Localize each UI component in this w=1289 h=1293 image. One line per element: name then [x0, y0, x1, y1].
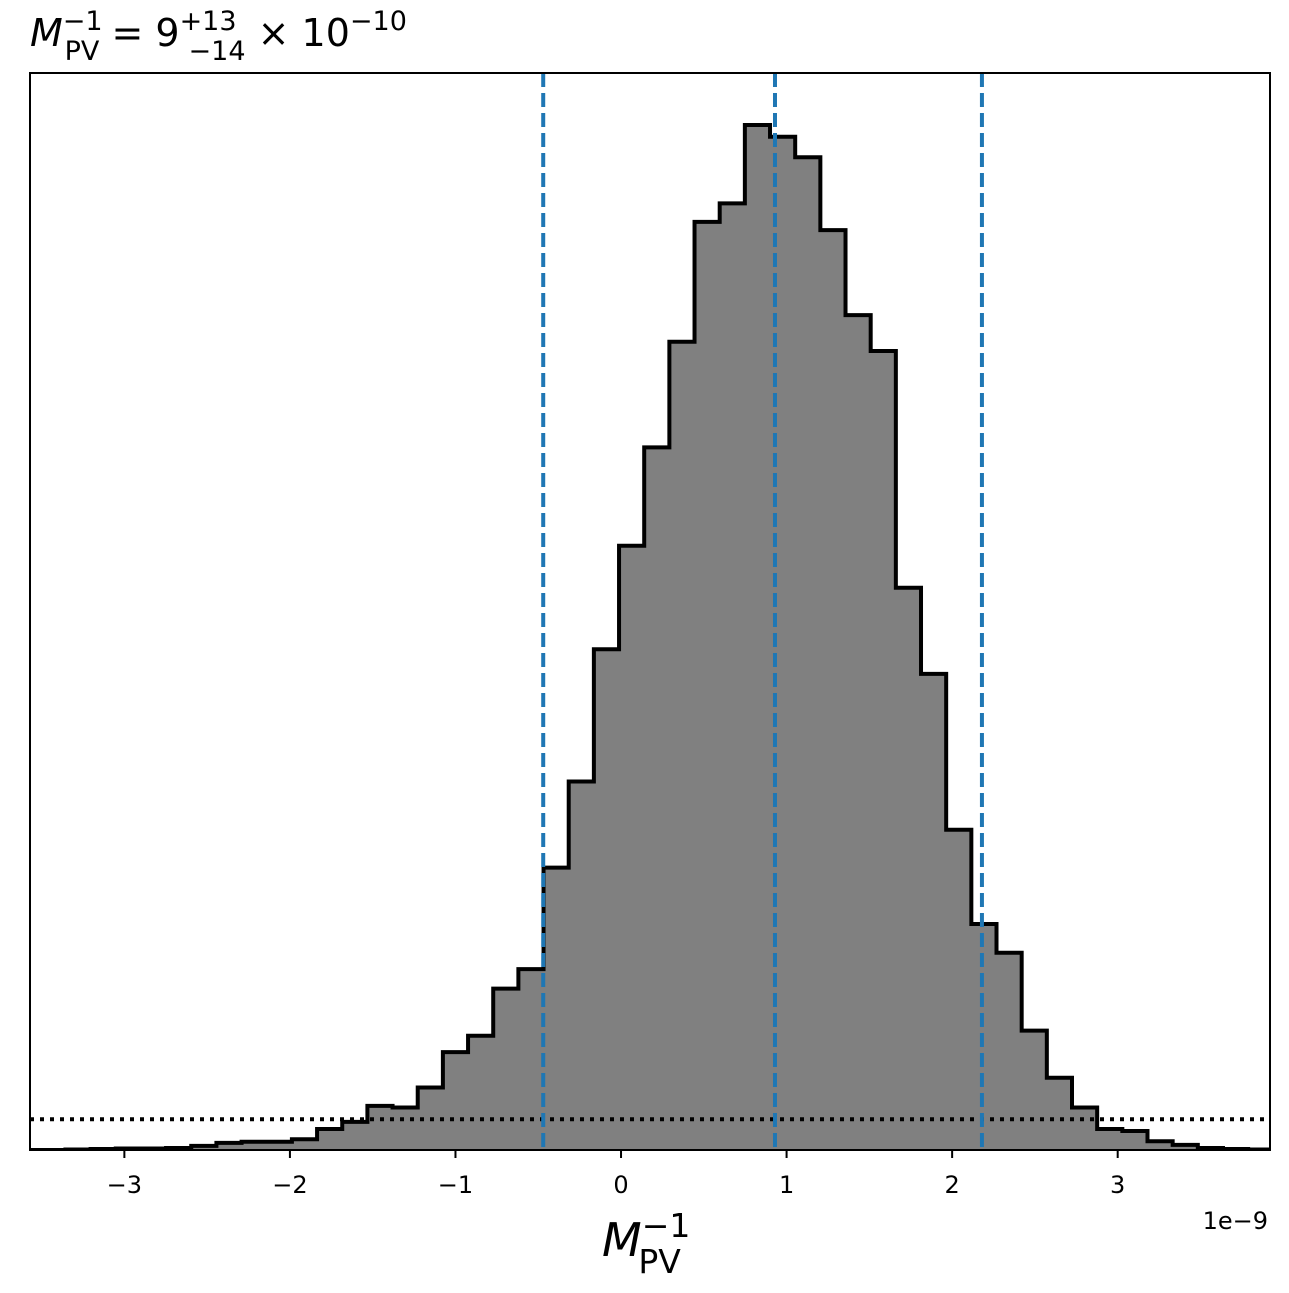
x-tick-label: −1 [438, 1171, 473, 1199]
title-symbol: M [30, 11, 63, 55]
histogram-bar [266, 1141, 293, 1150]
histogram-bar [1147, 1141, 1174, 1150]
histogram-bar [820, 230, 847, 1150]
histogram-bar [669, 341, 696, 1150]
histogram-bar [342, 1121, 368, 1150]
histogram-bar [442, 1052, 469, 1150]
histogram-bar [1097, 1128, 1123, 1150]
histogram-bar [644, 447, 670, 1150]
histogram-outline [30, 123, 1270, 1150]
title-times: × 10 [246, 11, 350, 55]
histogram-bar [593, 649, 620, 1150]
histogram-bar [870, 351, 897, 1150]
histogram-bar [719, 203, 746, 1150]
histogram-bar [1122, 1131, 1148, 1150]
title-superscript: −1 [63, 6, 103, 37]
histogram-bar [291, 1139, 318, 1150]
histogram-bar [191, 1145, 217, 1150]
title-equals: = 9 [99, 11, 179, 55]
xlabel-superscript: −1 [642, 1206, 691, 1245]
xlabel-symbol: M [602, 1213, 642, 1267]
histogram-bar [1046, 1077, 1073, 1150]
x-axis-offset-label: 1e−9 [1203, 1207, 1268, 1235]
histogram-bar [694, 221, 721, 1150]
title-subscript: PV [65, 36, 100, 67]
histogram-bar [971, 923, 998, 1150]
x-tick-label: 1 [779, 1171, 794, 1199]
x-tick-label: 0 [613, 1171, 628, 1199]
histogram-bar [996, 952, 1023, 1150]
histogram-bar [845, 315, 872, 1150]
histogram-bar [744, 125, 771, 1150]
histogram-bar [241, 1141, 268, 1150]
histogram-bar [317, 1128, 343, 1150]
plot-area [30, 73, 1270, 1150]
histogram-bar [568, 781, 595, 1150]
histogram-bar [392, 1107, 419, 1150]
histogram-bar [795, 157, 821, 1150]
histogram-bar [946, 829, 972, 1150]
histogram-bar [468, 1035, 494, 1150]
x-tick-label: 2 [944, 1171, 959, 1199]
x-axis-label: M−1 PV [602, 1206, 690, 1281]
title-upper-error: +13 [180, 6, 237, 37]
histogram-bar [1021, 1030, 1048, 1150]
x-tick-label: 3 [1110, 1171, 1125, 1199]
x-tick-label: −2 [272, 1171, 307, 1199]
x-tick-label: −3 [107, 1171, 142, 1199]
histogram-bar [518, 969, 545, 1150]
histogram-bar [543, 867, 570, 1150]
histogram-bar [619, 545, 645, 1150]
histogram-bar [895, 587, 922, 1150]
chart-title: M−1 PV = 9+13 −14 × 10−10 [30, 6, 407, 67]
histogram-bar [1172, 1144, 1199, 1150]
histogram-bar [493, 988, 519, 1150]
histogram-bar [921, 673, 947, 1150]
title-exponent: −10 [350, 6, 407, 37]
axes-frame [29, 72, 1271, 1151]
x-axis-ticks: −3 −2 −1 0 1 2 3 [107, 1150, 1125, 1199]
xlabel-subscript: PV [638, 1242, 681, 1281]
histogram-bar [367, 1105, 394, 1150]
histogram-bar [1071, 1107, 1098, 1150]
histogram-bar [216, 1142, 243, 1150]
title-lower-error: −14 [189, 36, 246, 67]
